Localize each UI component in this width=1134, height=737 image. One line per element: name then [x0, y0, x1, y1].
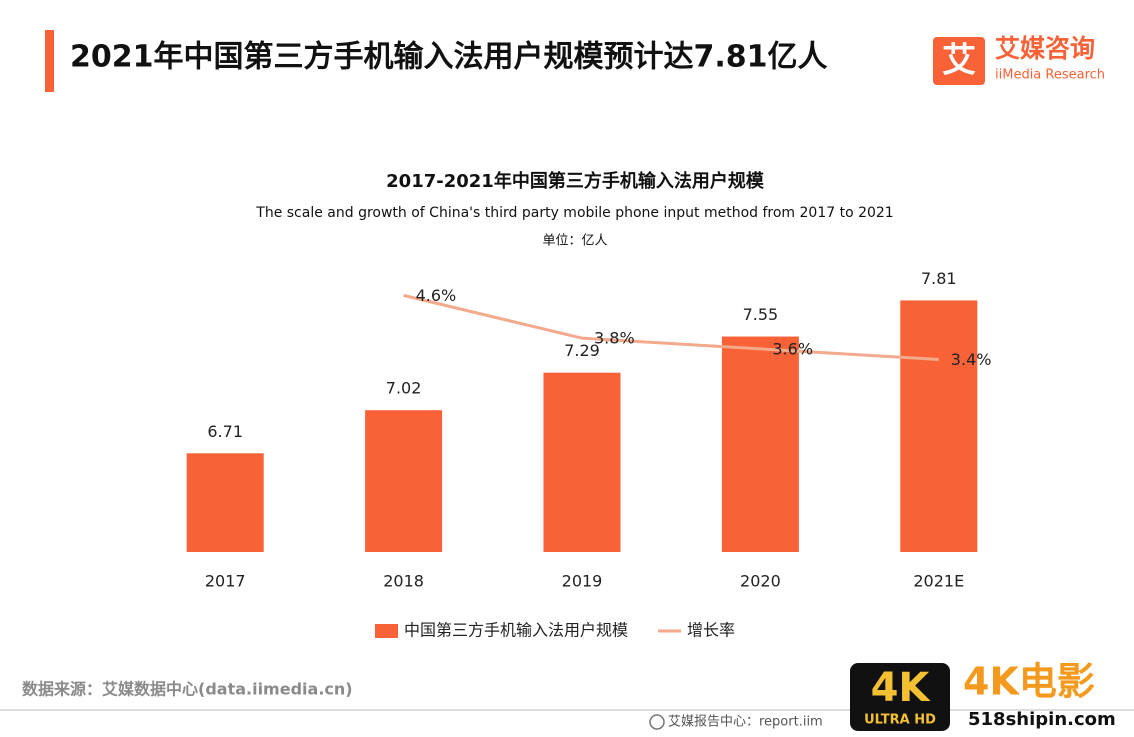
legend-label: 增长率 [687, 621, 735, 640]
legend-label: 中国第三方手机输入法用户规模 [404, 621, 628, 640]
logo-icon: 艾 [942, 41, 976, 81]
bar [186, 453, 264, 552]
header-title: 2021年中国第三方手机输入法用户规模预计达7.81亿人 [70, 40, 828, 75]
chart-subtitle: The scale and growth of China's third pa… [255, 205, 893, 221]
bar [543, 372, 621, 552]
chart-unit: 单位：亿人 [542, 234, 607, 249]
header-accent [45, 30, 54, 92]
watermark-badge-text: 4K [871, 665, 932, 711]
bar-value-label: 7.29 [564, 341, 600, 360]
line [403, 293, 939, 362]
chart-title: 2017-2021年中国第三方手机输入法用户规模 [386, 170, 765, 192]
x-tick-label: 2019 [562, 572, 603, 591]
logo-icon-bg [933, 37, 985, 85]
bar [721, 336, 799, 552]
legend-swatch [375, 624, 398, 638]
watermark-brand: 4K电影 [963, 660, 1095, 704]
watermark-site: 518shipin.com [968, 709, 1116, 730]
line-value-label: 4.6% [416, 286, 457, 305]
x-tick-label: 2020 [740, 572, 781, 591]
footer-icon [649, 714, 665, 730]
line-value-label: 3.8% [594, 329, 635, 348]
bar [900, 300, 978, 552]
bar [365, 410, 443, 552]
watermark-badge-sub: ULTRA HD [864, 713, 936, 728]
bar-value-label: 7.81 [921, 269, 957, 288]
line-value-label: 3.4% [951, 350, 992, 369]
footer-report: 艾媒报告中心：report.iim [668, 715, 823, 730]
bar-value-label: 7.02 [386, 379, 422, 398]
source: 数据来源：艾媒数据中心(data.iimedia.cn) [22, 680, 353, 699]
x-tick-label: 2018 [383, 572, 424, 591]
x-tick-label: 2021E [913, 572, 964, 591]
bar-value-label: 7.55 [743, 305, 779, 324]
x-tick-label: 2017 [205, 572, 246, 591]
logo-name: 艾媒咨询 [995, 34, 1095, 63]
line-value-label: 3.6% [772, 339, 813, 358]
logo-name-en: iiMedia Research [995, 68, 1105, 83]
bar-value-label: 6.71 [207, 422, 243, 441]
watermark-badge [850, 663, 950, 731]
